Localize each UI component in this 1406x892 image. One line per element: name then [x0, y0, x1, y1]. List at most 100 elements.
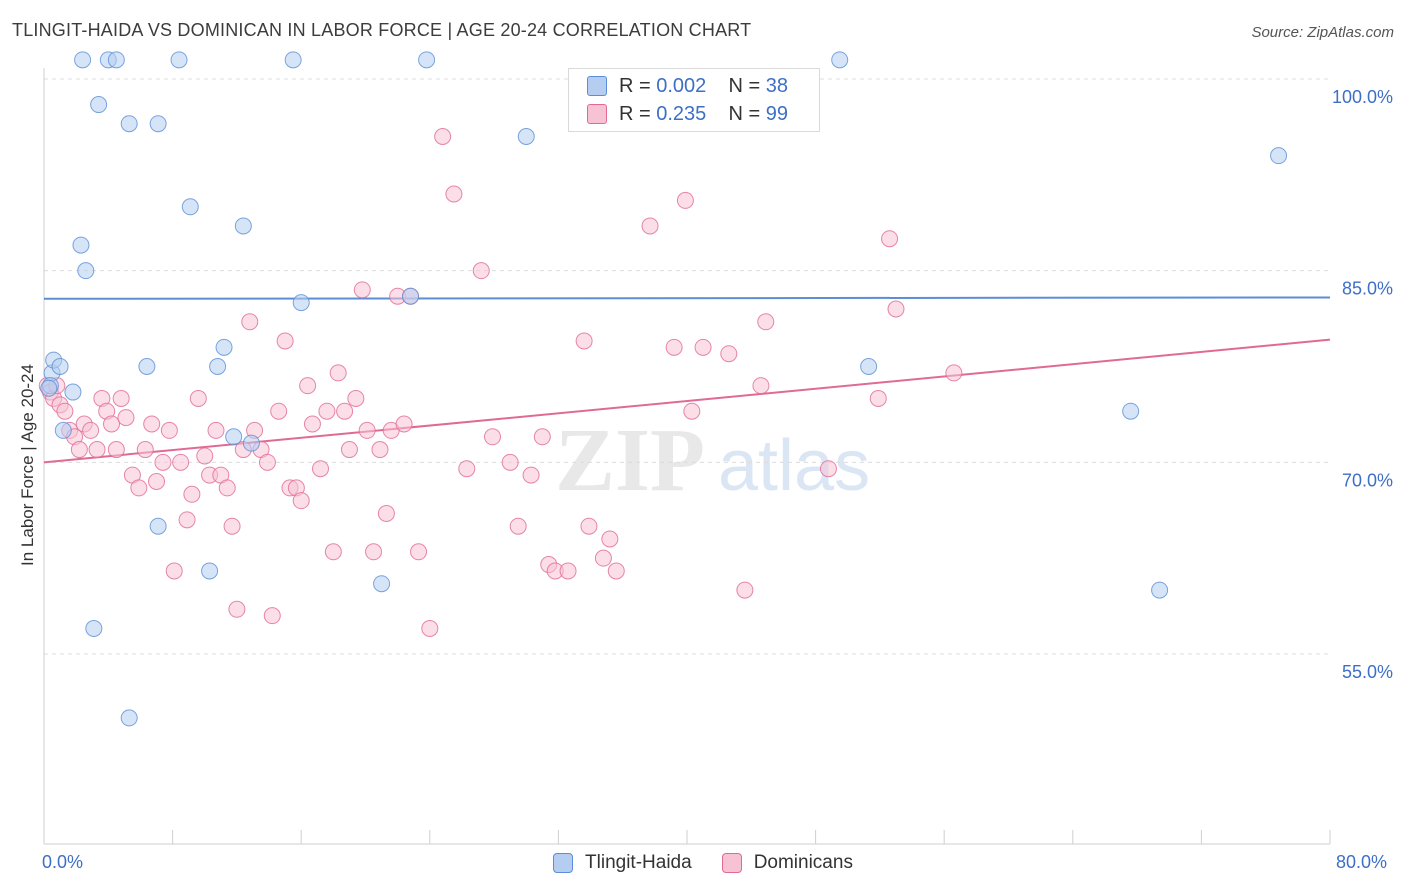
point-tlingit-haida — [1122, 402, 1140, 420]
point-dominicans — [136, 441, 154, 459]
point-dominicans — [575, 332, 593, 350]
point-dominicans — [509, 517, 527, 535]
point-dominicans — [522, 466, 540, 484]
n-label: N = — [728, 74, 761, 97]
point-dominicans — [165, 562, 183, 580]
point-dominicans — [183, 485, 201, 503]
x-tick-max: 80.0% — [1336, 852, 1388, 872]
point-dominicans — [270, 402, 288, 420]
point-dominicans — [258, 453, 276, 471]
point-tlingit-haida — [209, 358, 227, 375]
grid — [44, 78, 1330, 655]
point-dominicans — [178, 511, 196, 529]
point-dominicans — [324, 543, 342, 561]
point-dominicans — [318, 402, 336, 420]
point-dominicans — [292, 492, 310, 510]
point-tlingit-haida — [225, 428, 243, 446]
point-dominicans — [365, 543, 383, 561]
point-dominicans — [757, 313, 775, 331]
stats-legend: R = 0.002 N = 38 R = 0.235 N = 99 — [568, 68, 820, 132]
point-dominicans — [241, 313, 259, 331]
point-dominicans — [601, 530, 619, 548]
point-tlingit-haida — [40, 379, 58, 397]
point-tlingit-haida — [242, 434, 260, 452]
point-dominicans — [665, 338, 683, 356]
r-label: R = — [619, 74, 651, 97]
legend-item-dominicans: Dominicans — [721, 852, 853, 874]
chart-title: TLINGIT-HAIDA VS DOMINICAN IN LABOR FORC… — [12, 20, 752, 40]
point-dominicans — [434, 128, 452, 145]
point-dominicans — [172, 453, 190, 471]
point-dominicans — [887, 300, 905, 318]
point-tlingit-haida — [373, 575, 391, 593]
point-dominicans — [130, 479, 148, 497]
point-tlingit-haida — [402, 287, 420, 305]
point-dominicans — [189, 389, 207, 407]
dominicans-legend-swatch — [721, 853, 742, 873]
chart-source: Source: ZipAtlas.com — [1251, 24, 1394, 41]
point-tlingit-haida — [64, 383, 82, 401]
point-tlingit-haida — [74, 51, 92, 69]
point-dominicans — [580, 517, 598, 535]
dominicans-swatch — [587, 104, 607, 124]
r-value: 0.235 — [656, 102, 707, 125]
point-dominicans — [501, 453, 519, 471]
stats-row-tlingit: R = 0.002 N = 38 — [587, 73, 788, 99]
point-tlingit-haida — [149, 517, 167, 535]
point-tlingit-haida — [517, 128, 535, 145]
y-tick-label: 55.0% — [1342, 662, 1393, 682]
point-tlingit-haida — [201, 562, 219, 580]
point-dominicans — [945, 364, 963, 382]
point-dominicans — [160, 421, 178, 439]
point-dominicans — [311, 460, 329, 478]
y-tick-label: 100.0% — [1332, 87, 1393, 107]
point-dominicans — [228, 600, 246, 618]
watermark-atlas: atlas — [718, 426, 870, 506]
point-dominicans — [607, 562, 625, 580]
y-tick-label: 70.0% — [1342, 470, 1393, 490]
point-tlingit-haida — [107, 51, 125, 69]
point-dominicans — [559, 562, 577, 580]
point-dominicans — [329, 364, 347, 382]
point-dominicans — [683, 402, 701, 420]
bottom-legend: Tlingit-Haida Dominicans — [0, 852, 1406, 874]
point-tlingit-haida — [234, 217, 252, 235]
point-tlingit-haida — [85, 619, 103, 637]
point-dominicans — [421, 619, 439, 637]
point-dominicans — [353, 281, 371, 299]
point-dominicans — [752, 377, 770, 395]
point-tlingit-haida — [860, 358, 878, 375]
point-dominicans — [458, 460, 476, 478]
point-dominicans — [594, 549, 612, 567]
point-dominicans — [196, 447, 214, 465]
point-dominicans — [276, 332, 294, 350]
y-tick-label: 85.0% — [1342, 279, 1393, 299]
point-dominicans — [472, 262, 490, 280]
point-dominicans — [223, 517, 241, 535]
tlingit-swatch — [587, 76, 607, 96]
point-dominicans — [533, 428, 551, 446]
x-tick-min: 0.0% — [42, 852, 84, 872]
point-dominicans — [88, 441, 106, 459]
point-dominicans — [819, 460, 837, 478]
point-dominicans — [299, 377, 317, 395]
point-dominicans — [82, 421, 100, 439]
stats-row-dominicans: R = 0.235 N = 99 — [587, 101, 788, 127]
point-dominicans — [720, 345, 738, 363]
point-dominicans — [263, 607, 281, 625]
point-dominicans — [148, 473, 166, 490]
point-tlingit-haida — [149, 115, 167, 133]
point-dominicans — [445, 185, 463, 203]
point-tlingit-haida — [51, 358, 69, 375]
point-tlingit-haida — [77, 262, 95, 280]
point-tlingit-haida — [120, 709, 138, 727]
watermark: ZIP atlas — [555, 411, 870, 510]
point-tlingit-haida — [72, 236, 90, 254]
point-tlingit-haida — [215, 338, 233, 356]
axes — [43, 68, 1331, 845]
point-dominicans — [676, 191, 694, 209]
point-dominicans — [736, 581, 754, 599]
point-dominicans — [869, 389, 887, 407]
tick-labels: 100.0% 85.0% 70.0% 55.0% — [1332, 87, 1393, 682]
n-label: N = — [728, 102, 761, 125]
